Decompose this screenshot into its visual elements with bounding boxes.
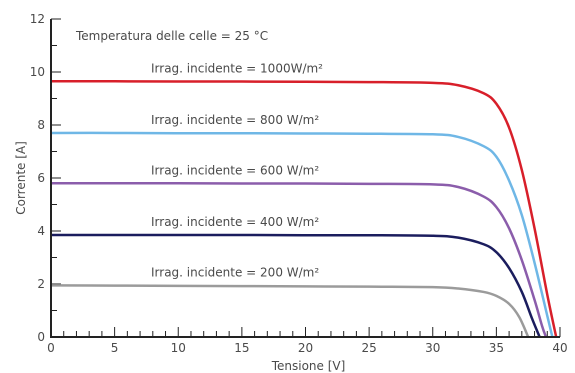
y-tick-label: 0 (37, 330, 45, 344)
x-axis-title: Tensione [V] (271, 359, 346, 373)
series-line (51, 233, 541, 338)
x-tick-label: 30 (425, 341, 440, 355)
series-line (50, 284, 530, 338)
y-tick-label: 2 (37, 277, 45, 291)
series-line (50, 80, 558, 338)
x-tick-label: 20 (298, 341, 313, 355)
series-label: Irrag. incidente = 200 W/m² (151, 265, 319, 279)
y-axis-title: Corrente [A] (14, 141, 28, 215)
x-tick-label: 10 (171, 341, 186, 355)
series-label: Irrag. incidente = 600 W/m² (151, 163, 319, 177)
series-layer: Irrag. incidente = 1000W/m² Irrag. incide… (50, 61, 558, 338)
x-tick-label: 5 (111, 341, 119, 355)
series-label: Irrag. incidente = 800 W/m² (151, 113, 319, 127)
x-axis-ticks: 0 5 10 15 20 25 30 35 40 (47, 327, 568, 355)
series-line (51, 182, 548, 338)
y-tick-label: 12 (30, 12, 45, 26)
cell-temperature-annotation: Temperatura delle celle = 25 °C (75, 29, 268, 43)
x-tick-label: 25 (361, 341, 376, 355)
y-tick-label: 4 (37, 224, 45, 238)
y-tick-label: 6 (37, 171, 45, 185)
x-tick-label: 40 (552, 341, 567, 355)
x-tick-label: 35 (489, 341, 504, 355)
x-tick-label: 15 (234, 341, 249, 355)
series-line (50, 131, 554, 338)
series-label: Irrag. incidente = 400 W/m² (151, 215, 319, 229)
y-tick-label: 8 (37, 118, 45, 132)
y-tick-label: 10 (30, 65, 45, 79)
series-label: Irrag. incidente = 1000W/m² (151, 61, 323, 75)
x-tick-label: 0 (47, 341, 55, 355)
y-axis-ticks: 0 2 4 6 8 10 12 (30, 12, 61, 344)
